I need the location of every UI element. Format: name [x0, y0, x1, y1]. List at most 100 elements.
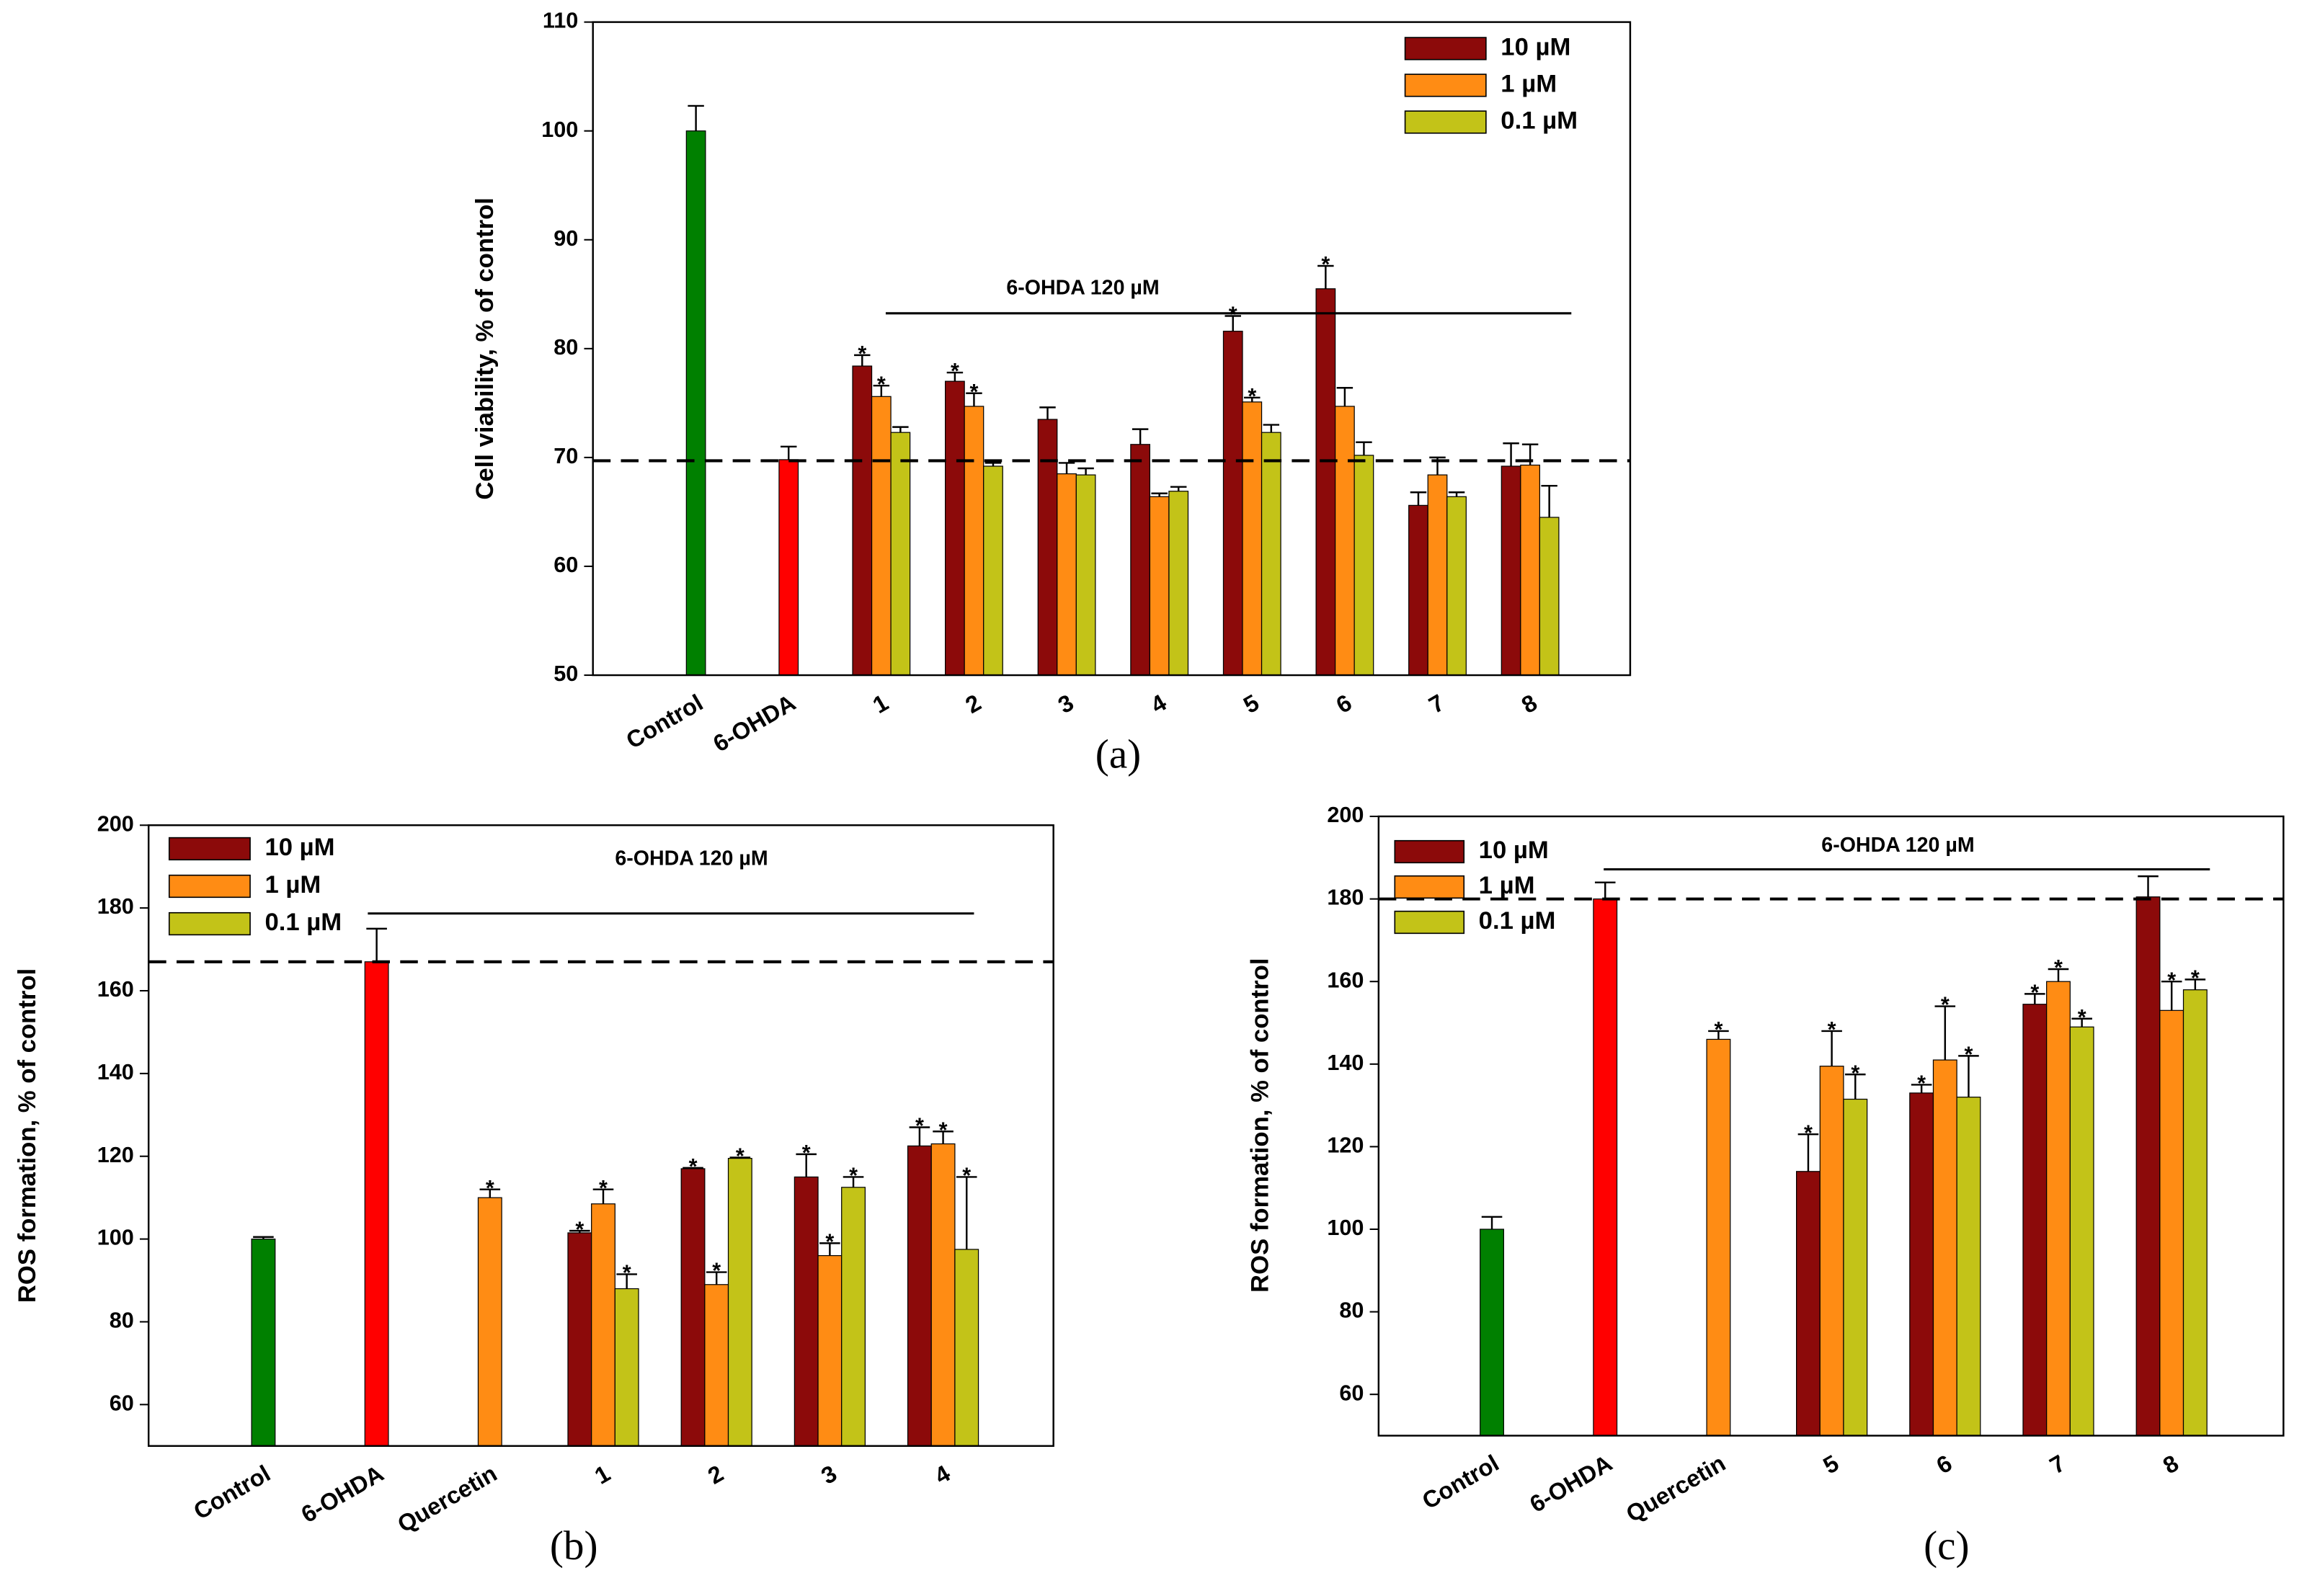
bar	[841, 1187, 866, 1447]
error-bar	[616, 1273, 637, 1289]
y-tick-label: 120	[97, 1143, 134, 1167]
bar	[1315, 288, 1336, 676]
x-tick-label: 4	[1146, 689, 1170, 718]
y-tick-label: 50	[554, 661, 578, 686]
y-tick-label: 100	[1327, 1216, 1364, 1240]
bar	[1242, 401, 1263, 676]
error-bar	[1244, 396, 1261, 402]
bar	[614, 1288, 639, 1447]
bar	[1353, 455, 1374, 676]
legend-swatch	[1394, 875, 1465, 899]
y-tick-label: 60	[110, 1391, 134, 1415]
error-bar	[796, 1153, 817, 1177]
error-bar	[933, 1131, 954, 1144]
y-tick-label: 140	[1327, 1051, 1364, 1075]
bar	[1168, 491, 1189, 676]
error-bar	[706, 1271, 727, 1285]
legend-label: 10 µM	[1501, 34, 1570, 61]
x-tick-label: 6	[1331, 689, 1356, 718]
bar	[1057, 473, 1077, 676]
y-tick-label: 60	[554, 553, 578, 577]
error-bar	[1170, 486, 1187, 491]
error-bar	[892, 426, 909, 433]
y-axis-label: ROS formation, % of control	[14, 968, 41, 1303]
error-bar	[1481, 1216, 1503, 1229]
bar	[890, 432, 911, 676]
bar	[1909, 1092, 1934, 1437]
legend-swatch	[168, 837, 251, 861]
bar	[1501, 465, 1521, 676]
bar	[1539, 517, 1560, 676]
error-bar	[569, 1229, 590, 1233]
significance-marker: *	[2030, 981, 2039, 1005]
error-bar	[366, 927, 387, 962]
error-bar	[1410, 491, 1427, 506]
bar	[1480, 1229, 1504, 1437]
significance-marker: *	[962, 1164, 971, 1188]
bar	[1149, 496, 1170, 676]
x-tick-label: 1	[868, 689, 892, 718]
bar	[2135, 896, 2161, 1437]
error-bar	[1934, 1005, 1956, 1061]
x-tick-label: 8	[2159, 1449, 2183, 1479]
bar	[1706, 1038, 1731, 1437]
error-bar	[1151, 492, 1168, 497]
annotation: 6-OHDA 120 µM	[1006, 276, 1159, 299]
bar	[1843, 1098, 1868, 1437]
x-tick-label: 8	[1517, 689, 1542, 718]
bar	[778, 459, 799, 676]
error-bar	[909, 1126, 930, 1146]
bar	[1956, 1097, 1981, 1437]
error-bar	[2071, 1017, 2092, 1027]
x-tick-label: Quercetin	[393, 1460, 502, 1538]
error-bar	[2184, 978, 2206, 990]
bar	[1593, 898, 1618, 1437]
error-bar	[1911, 1084, 1932, 1093]
significance-marker: *	[1941, 993, 1950, 1017]
bar	[1427, 474, 1448, 676]
error-bar	[1797, 1133, 1819, 1172]
bar	[591, 1203, 615, 1447]
y-tick-label: 100	[97, 1226, 134, 1250]
bar	[1446, 496, 1467, 676]
significance-marker: *	[858, 342, 866, 366]
error-bar	[1448, 491, 1465, 497]
bar	[2046, 981, 2071, 1437]
error-bar	[1594, 881, 1616, 899]
x-tick-label: 6-OHDA	[296, 1460, 388, 1528]
x-tick-label: 1	[590, 1460, 615, 1489]
x-tick-label: 4	[930, 1460, 954, 1489]
error-bar	[1541, 484, 1557, 517]
error-bar	[592, 1188, 614, 1204]
error-bar	[966, 392, 982, 406]
significance-marker: *	[712, 1259, 721, 1283]
y-axis-label: Cell viability, % of control	[471, 197, 499, 500]
bar	[852, 365, 873, 676]
error-bar	[2048, 968, 2069, 982]
x-tick-label: 5	[1239, 689, 1263, 718]
y-tick-label: 120	[1327, 1133, 1364, 1157]
bar	[567, 1232, 592, 1447]
significance-marker: *	[825, 1230, 834, 1254]
error-bar	[946, 371, 964, 382]
plot-frame	[592, 21, 1632, 677]
error-bar	[1039, 406, 1056, 420]
error-bar	[1356, 441, 1372, 455]
bar	[251, 1238, 276, 1447]
y-tick-label: 180	[1327, 886, 1364, 910]
x-tick-label: 2	[703, 1460, 728, 1489]
significance-marker: *	[623, 1261, 631, 1285]
significance-marker: *	[951, 359, 959, 383]
bar	[1408, 504, 1428, 676]
bar	[1335, 406, 1355, 676]
significance-marker: *	[1321, 252, 1330, 277]
significance-marker: *	[486, 1176, 494, 1200]
bar	[680, 1168, 706, 1447]
legend-swatch	[1404, 110, 1487, 134]
y-tick-label: 140	[97, 1060, 134, 1084]
significance-marker: *	[2191, 966, 2200, 991]
significance-marker: *	[599, 1176, 608, 1200]
significance-marker: *	[1714, 1017, 1723, 1042]
